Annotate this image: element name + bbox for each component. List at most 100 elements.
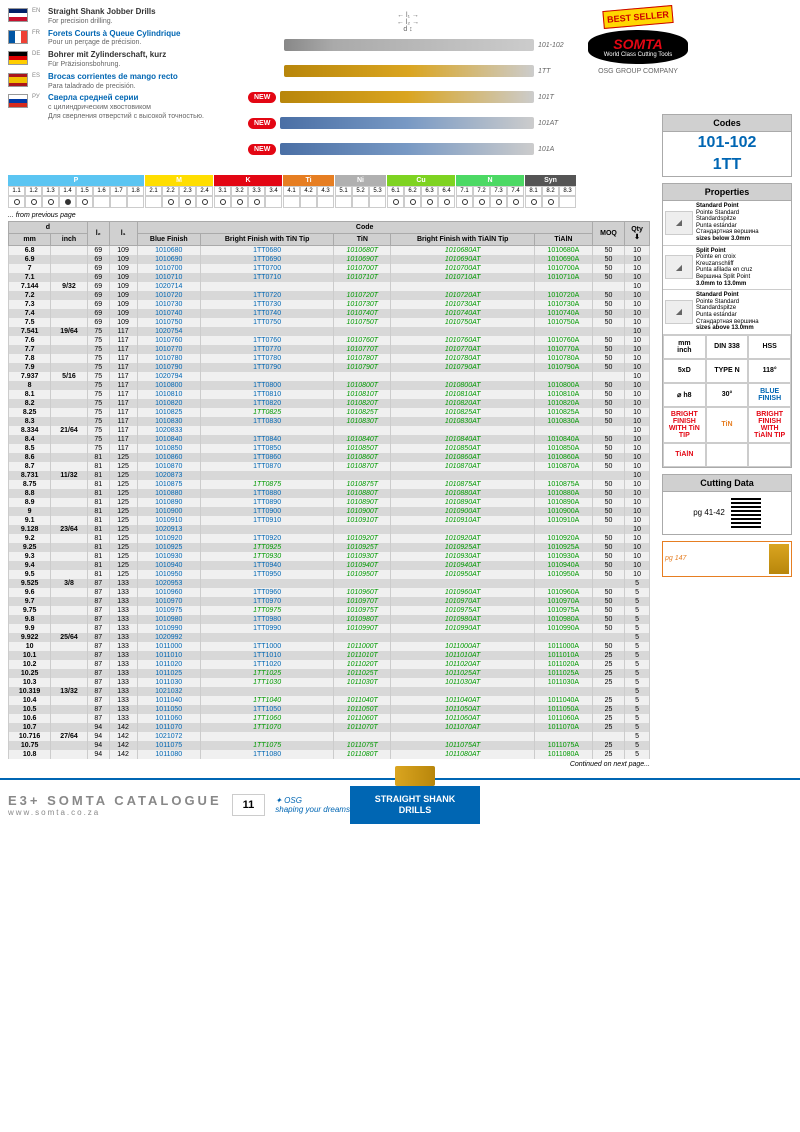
grade-P: P1.11.21.31.41.51.61.71.8 bbox=[8, 175, 145, 208]
drill-icon bbox=[395, 766, 435, 786]
table-row: 6.9 6910910106901TT06901010690T1010690AT… bbox=[9, 255, 650, 264]
table-row: 9.92225/64 871331020992 5 bbox=[9, 633, 650, 642]
grade-K: K3.13.23.33.4 bbox=[214, 175, 283, 208]
best-seller-badge: BEST SELLER bbox=[602, 5, 673, 29]
prop-cell: TYPE N bbox=[706, 359, 749, 383]
table-row: 7.9375/16 751171020794 10 bbox=[9, 372, 650, 381]
grade-N: N7.17.27.37.4 bbox=[456, 175, 525, 208]
drill-variant: 1TT bbox=[248, 59, 568, 83]
prop-cell: HSS bbox=[748, 335, 791, 359]
drill-variant: NEW101A bbox=[248, 137, 568, 161]
table-row: 8.75 8112510108751TT08751010875T1010875A… bbox=[9, 480, 650, 489]
flag-icon bbox=[8, 8, 28, 22]
table-row: 8.9 8112510108901TT08901010890T1010890AT… bbox=[9, 498, 650, 507]
point-type: ◢ Standard PointPointe StandardStandards… bbox=[663, 201, 791, 246]
product-table: d l₂ l₁ Code MOQ Qty⬇ mminch Blue Finish… bbox=[8, 221, 650, 759]
table-row: 7.7 7511710107701TT07701010770T1010770AT… bbox=[9, 345, 650, 354]
drill-diagram: ← l₁ →← l₂ →d ↕ 101-1021TTNEW101TNEW101A… bbox=[248, 8, 568, 163]
properties-box: Properties ◢ Standard PointPointe Standa… bbox=[662, 183, 792, 468]
table-row: 10.6 8713310110601TT10601011060T1011060A… bbox=[9, 714, 650, 723]
prop-cell: 5xD bbox=[663, 359, 706, 383]
flag-icon bbox=[8, 73, 28, 87]
new-badge: NEW bbox=[248, 92, 276, 103]
website-url: www.somta.co.za bbox=[8, 808, 222, 817]
table-row: 7.9 7511710107901TT07901010790T1010790AT… bbox=[9, 363, 650, 372]
table-row: 9 8112510109001TT09001010900T1010900AT10… bbox=[9, 507, 650, 516]
table-row: 8 7511710108001TT08001010800T1010800AT10… bbox=[9, 381, 650, 390]
table-row: 9.7 8713310109701TT09701010970T1010970AT… bbox=[9, 597, 650, 606]
prop-cell: TiAlN bbox=[663, 443, 706, 467]
grade-Ni: Ni5.15.25.3 bbox=[335, 175, 387, 208]
table-row: 10 8713310110001TT10001011000T1011000AT1… bbox=[9, 642, 650, 651]
table-row: 7.1449/32 691091020714 10 bbox=[9, 282, 650, 291]
table-row: 10.75 9414210110751TT10751011075T1011075… bbox=[9, 741, 650, 750]
table-row: 9.1 8112510109101TT09101010910T1010910AT… bbox=[9, 516, 650, 525]
table-row: 10.2 8713310110201TT10201011020T1011020A… bbox=[9, 660, 650, 669]
table-row: 7 6910910107001TT07001010700T1010700AT10… bbox=[9, 264, 650, 273]
table-row: 8.33421/64 751171020833 10 bbox=[9, 426, 650, 435]
table-row: 6.8 6910910106801TT06801010680T1010680AT… bbox=[9, 246, 650, 256]
drill-variant: 101-102 bbox=[248, 33, 568, 57]
grade-Syn: Syn8.18.28.3 bbox=[525, 175, 577, 208]
table-row: 8.5 7511710108501TT08501010850T1010850AT… bbox=[9, 444, 650, 453]
drill-variant: NEW101AT bbox=[248, 111, 568, 135]
prop-cell: mminch bbox=[663, 335, 706, 359]
table-row: 10.8 9414210110801TT10801011080T1011080A… bbox=[9, 750, 650, 759]
table-row: 9.9 8713310109901TT09901010990T1010990AT… bbox=[9, 624, 650, 633]
point-icon: ◢ bbox=[665, 255, 693, 279]
prop-cell: TiN bbox=[706, 407, 749, 443]
table-row: 10.31913/32 871331021032 5 bbox=[9, 687, 650, 696]
codes-box: Codes 101-102 1TT bbox=[662, 114, 792, 177]
table-row: 8.1 7511710108101TT08101010810T1010810AT… bbox=[9, 390, 650, 399]
qr-icon bbox=[731, 498, 761, 528]
prop-cell: ⌀ h8 bbox=[663, 383, 706, 407]
table-row: 7.1 6910910107101TT07101010710T1010710AT… bbox=[9, 273, 650, 282]
continued-from: ... from previous page bbox=[0, 210, 658, 221]
point-icon: ◢ bbox=[665, 211, 693, 235]
lang-РУ: РУ Сверла средней сериис цилиндрическим … bbox=[8, 94, 248, 120]
table-row: 7.2 6910910107201TT07201010720T1010720AT… bbox=[9, 291, 650, 300]
section-title: STRAIGHT SHANK DRILLS bbox=[350, 786, 480, 824]
flag-icon bbox=[8, 94, 28, 108]
point-icon: ◢ bbox=[665, 300, 693, 324]
table-row: 10.71627/64 941421021072 5 bbox=[9, 732, 650, 741]
drill-image bbox=[284, 39, 534, 51]
new-badge: NEW bbox=[248, 118, 276, 129]
somta-logo: SOMTA World Class Cutting Tools bbox=[588, 30, 688, 64]
table-row: 10.25 8713310110251TT10251011025T1011025… bbox=[9, 669, 650, 678]
table-row: 8.8 8112510108801TT08801010880T1010880AT… bbox=[9, 489, 650, 498]
table-row: 9.3 8112510109301TT09301010930T1010930AT… bbox=[9, 552, 650, 561]
catalogue-title: E3+ SOMTA CATALOGUE bbox=[8, 793, 222, 808]
table-row: 7.8 7511710107801TT07801010780T1010780AT… bbox=[9, 354, 650, 363]
material-grades: P1.11.21.31.41.51.61.71.8M2.12.22.32.4K3… bbox=[8, 175, 650, 208]
lang-EN: EN Straight Shank Jobber DrillsFor preci… bbox=[8, 8, 248, 26]
grade-Cu: Cu6.16.26.36.4 bbox=[387, 175, 456, 208]
table-row: 10.3 8713310110301TT10301011030T1011030A… bbox=[9, 678, 650, 687]
table-row: 8.7 8112510108701TT08701010870T1010870AT… bbox=[9, 462, 650, 471]
continued-next: Continued on next page... bbox=[0, 759, 658, 770]
table-row: 8.4 7511710108401TT08401010840T1010840AT… bbox=[9, 435, 650, 444]
grade-M: M2.12.22.32.4 bbox=[145, 175, 214, 208]
table-row: 9.75 8713310109751TT09751010975T1010975A… bbox=[9, 606, 650, 615]
table-row: 7.54119/64 751171020754 10 bbox=[9, 327, 650, 336]
table-row: 10.4 8713310110401TT10401011040T1011040A… bbox=[9, 696, 650, 705]
drill-image bbox=[280, 143, 534, 155]
osg-logo: ✦ OSGshaping your dreams bbox=[275, 796, 350, 814]
grade-Ti: Ti4.14.24.3 bbox=[283, 175, 335, 208]
table-row: 8.2 7511710108201TT08201010820T1010820AT… bbox=[9, 399, 650, 408]
table-row: 9.25 8112510109251TT09251010925T1010925A… bbox=[9, 543, 650, 552]
prop-cell: 118° bbox=[748, 359, 791, 383]
table-row: 9.8 8713310109801TT09801010980T1010980AT… bbox=[9, 615, 650, 624]
table-row: 9.5253/8 871331020953 5 bbox=[9, 579, 650, 588]
drill-image bbox=[280, 91, 534, 103]
lang-ES: ES Brocas corrientes de mango rectoPara … bbox=[8, 73, 248, 91]
table-row: 10.5 8713310110501TT10501011050T1011050A… bbox=[9, 705, 650, 714]
table-row: 7.6 7511710107601TT07601010760T1010760AT… bbox=[9, 336, 650, 345]
drill-variant: NEW101T bbox=[248, 85, 568, 109]
table-row: 10.1 8713310110101TT10101011010T1011010A… bbox=[9, 651, 650, 660]
pg147-ref: pg 147 bbox=[662, 541, 792, 577]
table-row: 9.5 8112510109501TT09501010950T1010950AT… bbox=[9, 570, 650, 579]
table-row: 7.4 6910910107401TT07401010740T1010740AT… bbox=[9, 309, 650, 318]
osg-company: OSG GROUP COMPANY bbox=[568, 68, 708, 75]
drill-image bbox=[280, 117, 534, 129]
